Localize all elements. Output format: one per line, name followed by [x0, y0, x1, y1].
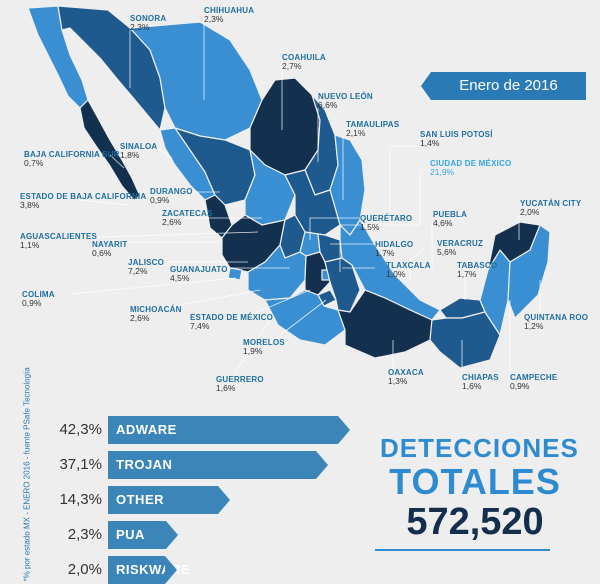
label-san-luis-potosi: SAN LUIS POTOSÍ 1,4%: [420, 130, 493, 148]
label-campeche: CAMPECHE 0,9%: [510, 373, 558, 391]
label-queretaro: QUERÉTARO 1,5%: [360, 214, 413, 232]
threat-bar: ADWARE: [108, 416, 350, 444]
threat-bar: TROJAN: [108, 451, 328, 479]
threat-bar: PUA: [108, 521, 178, 549]
totals-title: DETECCIONES: [380, 433, 579, 463]
label-sinaloa: SINALOA 1,8%: [120, 142, 158, 160]
threat-label: TROJAN: [116, 457, 173, 472]
label-tlaxcala: TLAXCALA 1,0%: [386, 261, 431, 279]
label-durango: DURANGO 0,9%: [150, 187, 193, 205]
label-estado-baja-california: ESTADO DE BAJA CALIFORNIA 3,8%: [20, 192, 147, 210]
label-guanajuato: GUANAJUATO 4,5%: [170, 265, 228, 283]
label-sonora: SONORA 2,3%: [130, 14, 167, 32]
state-quintana-roo: [507, 224, 551, 319]
label-oaxaca: OAXACA 1,3%: [388, 368, 424, 386]
threat-label: PUA: [116, 527, 145, 542]
mexico-map: [27, 5, 551, 375]
threat-percent: 42,3%: [59, 421, 102, 438]
label-veracruz: VERACRUZ 5,6%: [437, 239, 484, 257]
state-colima: [227, 267, 243, 281]
label-michoacan: MICHOACÁN 2,6%: [130, 305, 182, 323]
state-chiapas: [429, 311, 501, 369]
totals-subtitle: TOTALES: [389, 461, 561, 502]
label-yucatan: YUCATÁN CITY 2,0%: [520, 199, 582, 217]
label-guerrero: GUERRERO 1,6%: [216, 375, 264, 393]
threat-percent: 2,0%: [67, 561, 102, 578]
label-ciudad-de-mexico: CIUDAD DE MÉXICO 21,9%: [430, 159, 512, 177]
threat-percent: 2,3%: [67, 526, 102, 543]
label-aguascalientes: AGUASCALIENTES 1,1%: [20, 232, 98, 250]
label-baja-california-sur: BAJA CALIFORNIA SUR 0,7%: [24, 150, 120, 168]
label-nuevo-leon: NUEVO LEÓN 6,6%: [318, 92, 373, 110]
label-colima: COLIMA 0,9%: [22, 290, 55, 308]
label-hidalgo: HIDALGO 1,7%: [375, 240, 414, 258]
label-zacatecas: ZACATECAS 2,6%: [162, 209, 213, 227]
threat-label: OTHER: [116, 492, 164, 507]
label-chihuahua: CHIHUAHUA 2,3%: [204, 6, 255, 24]
threat-bar: RISKWARE: [108, 556, 190, 584]
label-chiapas: CHIAPAS 1,6%: [462, 373, 499, 391]
threat-label: RISKWARE: [116, 562, 191, 577]
date-badge: Enero de 2016: [421, 72, 586, 100]
threat-bar: OTHER: [108, 486, 229, 514]
totals-value: 572,520: [406, 501, 544, 543]
label-tabasco: TABASCO 1,7%: [457, 261, 498, 279]
state-baja-california-sur: [79, 99, 141, 201]
label-coahuila: COAHUILA 2,7%: [282, 53, 326, 71]
label-morelos: MORELOS 1,9%: [243, 338, 285, 356]
threat-percent: 37,1%: [59, 456, 102, 473]
label-tamaulipas: TAMAULIPAS 2,1%: [346, 120, 400, 138]
state-san-luis-potosi: [284, 169, 341, 236]
label-nayarit: NAYARIT 0,6%: [92, 240, 128, 258]
state-estado-de-mexico: [304, 251, 331, 296]
totals-divider: [375, 549, 550, 551]
label-jalisco: JALISCO 7,2%: [128, 258, 165, 276]
label-puebla: PUEBLA 4,6%: [433, 210, 468, 228]
label-estado-de-mexico: ESTADO DE MÉXICO 7,4%: [190, 313, 274, 331]
threat-label: ADWARE: [116, 422, 177, 437]
label-quintana-roo: QUINTANA ROO 1,2%: [524, 313, 589, 331]
threat-percent: 14,3%: [59, 491, 102, 508]
source-note: *% por estado MX - ENERO 2016 - fuente P…: [22, 367, 32, 582]
